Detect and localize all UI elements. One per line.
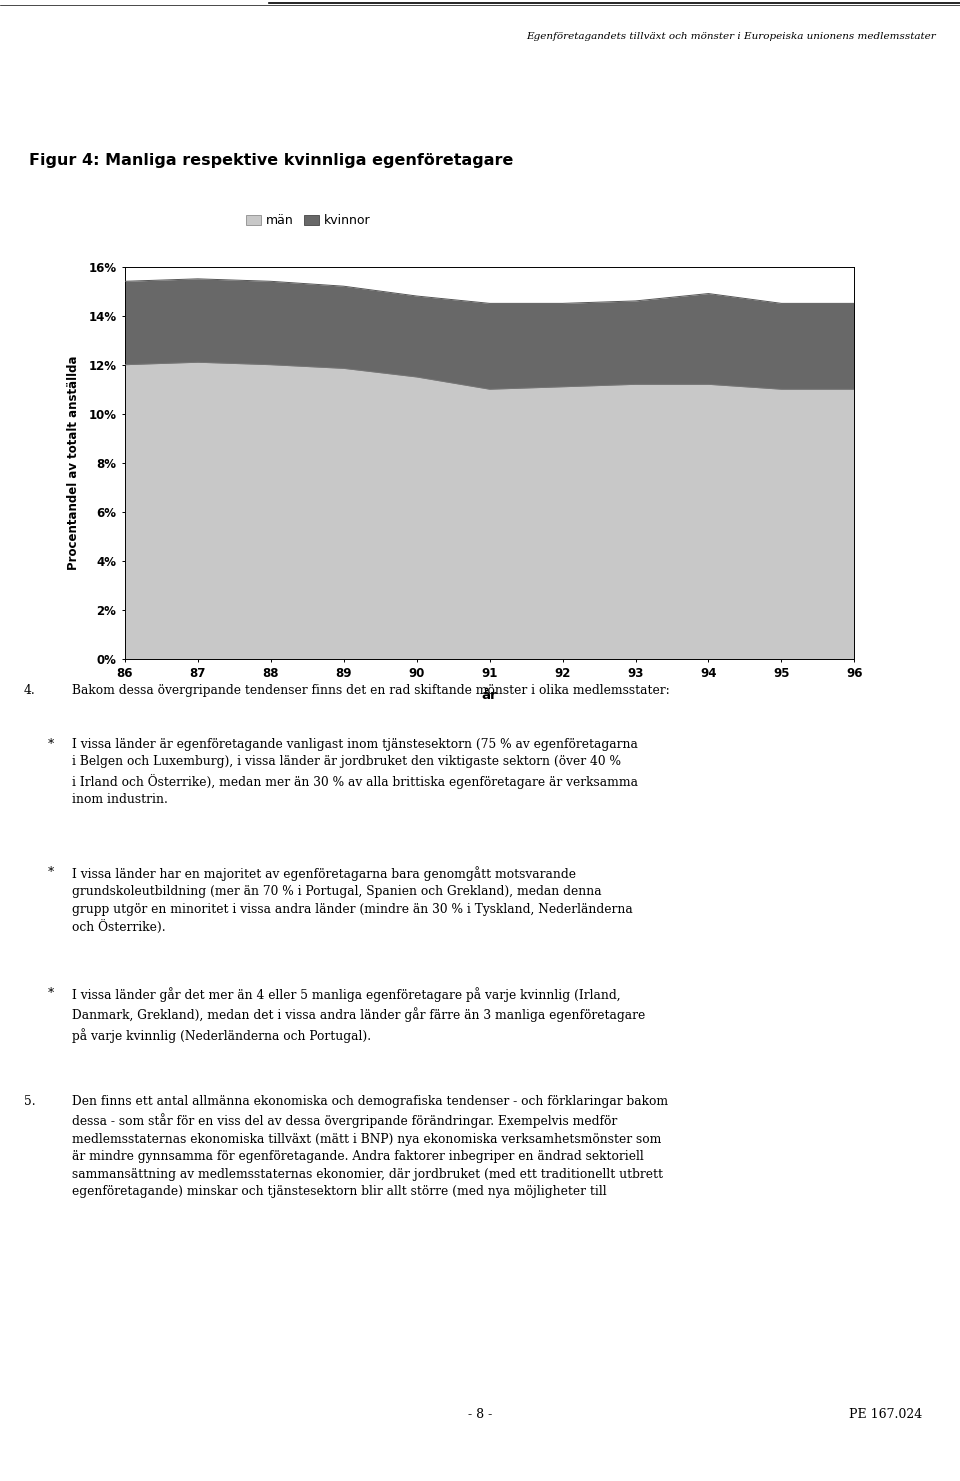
Text: PE 167.024: PE 167.024 (849, 1408, 923, 1420)
Legend: män, kvinnor: män, kvinnor (247, 215, 371, 227)
X-axis label: år: år (482, 689, 497, 702)
Text: Egenföretagandets tillväxt och mönster i Europeiska unionens medlemsstater: Egenföretagandets tillväxt och mönster i… (526, 33, 936, 41)
Text: *: * (48, 866, 55, 878)
Text: I vissa länder är egenföretagande vanligast inom tjänstesektorn (75 % av egenför: I vissa länder är egenföretagande vanlig… (72, 738, 638, 806)
Text: 4.: 4. (24, 684, 36, 698)
Text: I vissa länder har en majoritet av egenföretagarna bara genomgått motsvarande
gr: I vissa länder har en majoritet av egenf… (72, 866, 633, 935)
Text: Den finns ett antal allmänna ekonomiska och demografiska tendenser - och förklar: Den finns ett antal allmänna ekonomiska … (72, 1094, 668, 1198)
Text: *: * (48, 988, 55, 1000)
Y-axis label: Procentandel av totalt anställda: Procentandel av totalt anställda (67, 355, 80, 570)
Text: Bakom dessa övergripande tendenser finns det en rad skiftande mönster i olika me: Bakom dessa övergripande tendenser finns… (72, 684, 670, 698)
Text: 5.: 5. (24, 1094, 36, 1108)
Text: - 8 -: - 8 - (468, 1408, 492, 1420)
Text: Figur 4: Manliga respektive kvinnliga egenföretagare: Figur 4: Manliga respektive kvinnliga eg… (29, 153, 514, 167)
Text: I vissa länder går det mer än 4 eller 5 manliga egenföretagare på varje kvinnlig: I vissa länder går det mer än 4 eller 5 … (72, 988, 645, 1043)
Text: *: * (48, 738, 55, 751)
